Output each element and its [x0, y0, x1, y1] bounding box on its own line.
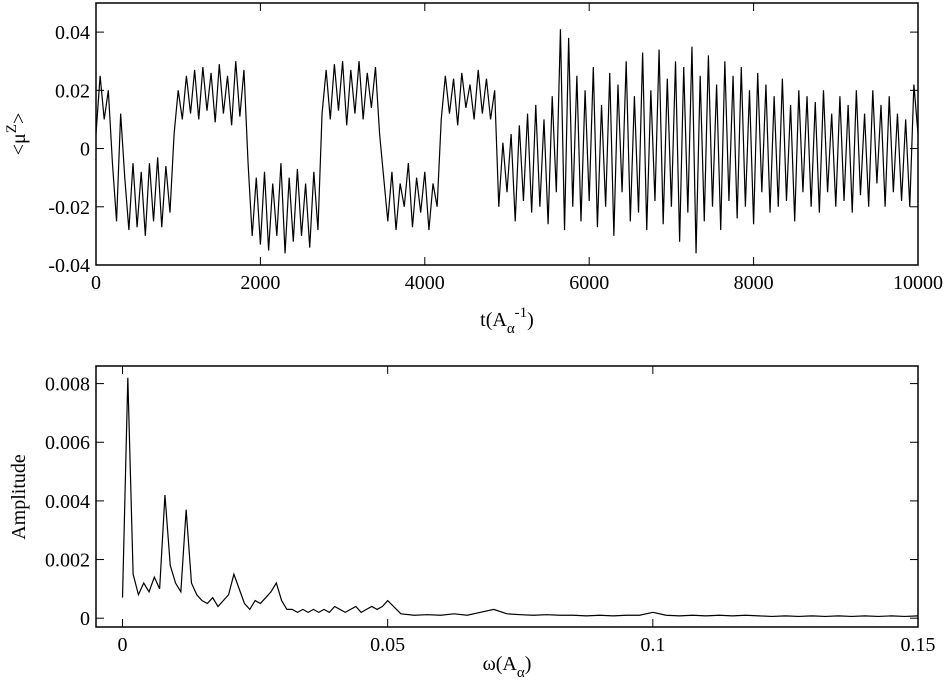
- y-tick-label: -0.02: [48, 197, 90, 219]
- x-axis-label: t(Aα-1): [480, 305, 534, 337]
- x-tick-label: 0.1: [640, 634, 665, 656]
- y-tick-label: 0.002: [45, 550, 90, 572]
- x-tick-label: 0: [118, 634, 128, 656]
- x-tick-label: 6000: [569, 272, 609, 294]
- data-line: [121, 377, 919, 618]
- y-tick-label: 0.006: [45, 432, 90, 454]
- x-tick-label: 0: [91, 272, 101, 294]
- y-tick-label: 0.004: [45, 491, 90, 513]
- y-axis-label: Amplitude: [8, 454, 30, 540]
- x-axis-label: ω(Aα): [483, 653, 532, 681]
- y-tick-label: 0.02: [55, 80, 90, 102]
- y-tick-label: 0: [80, 608, 90, 630]
- x-tick-label: 10000: [893, 272, 943, 294]
- y-tick-label: 0.04: [55, 22, 90, 44]
- data-line: [95, 29, 919, 254]
- y-tick-label: 0.008: [45, 374, 90, 396]
- plot-frame: [95, 365, 919, 628]
- x-tick-label: 0.15: [901, 634, 936, 656]
- x-tick-label: 8000: [734, 272, 774, 294]
- y-tick-label: -0.04: [48, 255, 90, 277]
- y-tick-label: 0: [80, 139, 90, 161]
- x-tick-label: 2000: [240, 272, 280, 294]
- y-axis-label: <μZ>: [4, 113, 30, 155]
- x-tick-label: 0.05: [370, 634, 405, 656]
- x-tick-label: 4000: [405, 272, 445, 294]
- plot-frame: [95, 2, 919, 266]
